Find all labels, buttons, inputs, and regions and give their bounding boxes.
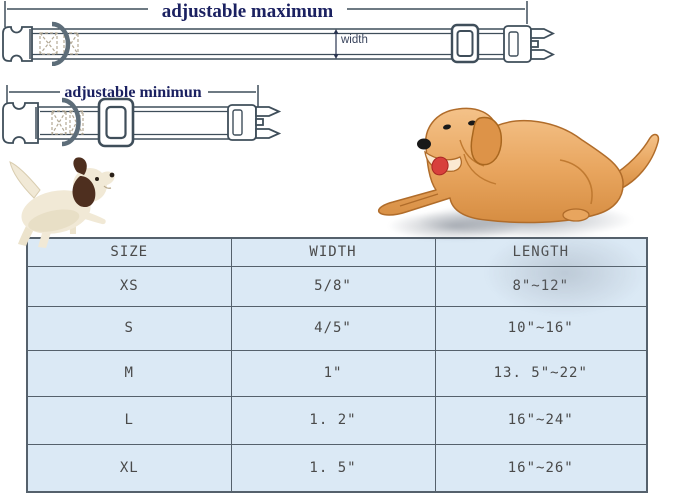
puppy-eye [95,177,99,181]
dog-nose [417,138,431,150]
cell-width: 1. 2" [230,395,436,445]
table-row: S 4/5" 10"~16" [26,305,648,351]
golden-retriever-illustration [377,107,660,224]
puppy-nose [109,172,115,178]
cell-width: 5/8" [230,265,436,307]
size-chart-table: SIZE WIDTH LENGTH XS 5/8" 8"~12" S 4/5" … [26,237,648,493]
cell-length: 8"~12" [434,265,648,307]
cell-width: 1. 5" [230,443,436,493]
cell-length: 16"~24" [434,395,648,445]
cell-width: 4/5" [230,305,436,351]
dog-eye-left [443,124,451,130]
header-length: LENGTH [434,237,648,267]
cell-size: S [26,305,232,351]
collar-max-diagram [2,1,556,66]
buckle-male [503,25,556,63]
diagram-max-title: adjustable maximum [161,1,334,22]
table-row: M 1" 13. 5"~22" [26,349,648,397]
header-width: WIDTH [230,237,436,267]
d-ring-icon [51,21,71,66]
table-row: XL 1. 5" 16"~26" [26,443,648,493]
tri-glide-adjuster [97,97,135,148]
table-row: XS 5/8" 8"~12" [26,265,648,307]
width-arrow-icon [333,29,339,59]
cell-size: XL [26,443,232,493]
table-header-row: SIZE WIDTH LENGTH [26,237,648,267]
cell-size: L [26,395,232,445]
puppy-ear-up [73,157,87,175]
collar-min-diagram [2,85,282,148]
collar-strap [37,106,235,140]
cell-length: 10"~16" [434,305,648,351]
cell-size: M [26,349,232,397]
buckle-female [2,102,39,144]
table-row: L 1. 2" 16"~24" [26,395,648,445]
d-ring-icon [61,97,81,147]
diagram-min-title: adjustable minimun [64,84,202,101]
buckle-female [2,26,33,62]
dimension-line-max [4,1,528,27]
header-size: SIZE [26,237,232,267]
dog-tongue [431,156,449,176]
cell-size: XS [26,265,232,307]
collar-strap [29,28,507,60]
tri-glide-adjuster [450,23,480,64]
puppy-illustration [9,157,115,248]
cell-length: 16"~26" [434,443,648,493]
cell-length: 13. 5"~22" [434,349,648,397]
width-label: width [341,34,368,46]
buckle-male [227,104,282,141]
dog-ear [470,116,503,166]
puppy-ear-floppy [72,176,96,208]
cell-width: 1" [230,349,436,397]
